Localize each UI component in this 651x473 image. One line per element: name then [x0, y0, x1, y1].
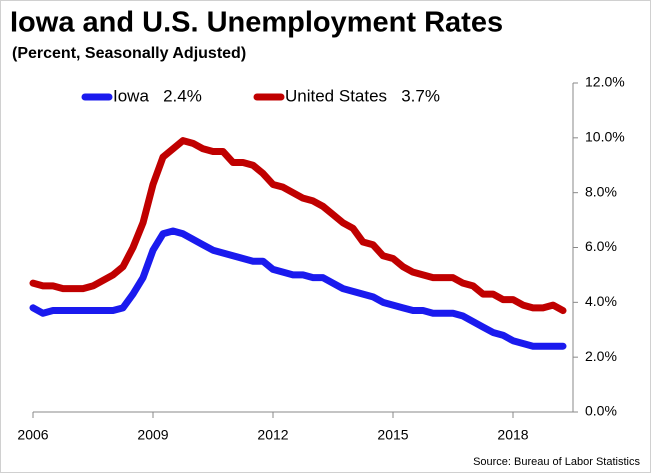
x-tick-label: 2006	[17, 427, 48, 443]
y-tick-label: 6.0%	[585, 238, 617, 254]
x-tick-label: 2018	[497, 427, 528, 443]
x-tick-label: 2015	[377, 427, 408, 443]
series-line	[29, 137, 567, 315]
y-tick-label: 4.0%	[585, 293, 617, 309]
legend-label: Iowa 2.4%	[113, 86, 202, 105]
source-note: Source: Bureau of Labor Statistics	[473, 456, 640, 468]
x-tick-label: 2012	[257, 427, 288, 443]
series-line	[29, 227, 567, 350]
y-tick-label: 8.0%	[585, 183, 617, 199]
y-tick-label: 0.0%	[585, 403, 617, 419]
x-tick-label: 2009	[137, 427, 168, 443]
legend-label: United States 3.7%	[285, 86, 440, 105]
chart-title: Iowa and U.S. Unemployment Rates	[10, 7, 503, 39]
y-tick-label: 12.0%	[585, 74, 625, 90]
y-tick-label: 10.0%	[585, 129, 625, 145]
y-tick-label: 2.0%	[585, 348, 617, 364]
chart-subtitle: (Percent, Seasonally Adjusted)	[12, 45, 246, 62]
